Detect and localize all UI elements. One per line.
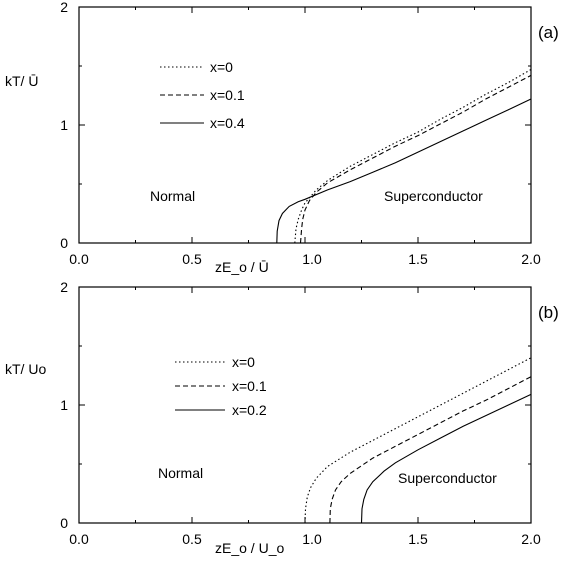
panel-a-y-axis-label: kT/ Ū [5,73,38,89]
panel-b: 0 1 2 0.0 0.5 1.0 1.5 2.0 (b) kT/ Uo zE_… [5,279,559,556]
panel-a-curves [276,69,532,244]
panel-a-legend-label: x=0.4 [210,115,245,131]
panel-b-legend-label: x=0 [232,354,255,370]
panel-a-plot-frame [78,6,532,244]
panel-b-x-tick-label: 0.5 [182,531,202,547]
panel-b-series-x0 [304,357,532,524]
panel-a-legend-label: x=0 [210,59,233,75]
panel-b-y-tick-label: 1 [60,397,68,413]
panel-b-plot-frame [78,286,532,524]
panel-a-y-tick-label: 0 [60,235,68,251]
panel-a-y-tick-label: 1 [60,117,68,133]
panel-a-x-tick-label: 0.0 [69,251,89,267]
panel-a: 0 1 2 0.0 0.5 1.0 1.5 2.0 (a) kT/ Ū zE_o… [5,0,559,275]
panel-b-legend-label: x=0.1 [232,378,267,394]
panel-a-x-tick-label: 1.0 [302,251,322,267]
panel-b-y-axis-label: kT/ Uo [5,361,46,377]
panel-b-normal-region-label: Normal [158,465,203,481]
panel-a-series-x0 [294,69,532,244]
panel-a-x-tick-label: 1.5 [408,251,428,267]
panel-a-x-tick-label: 0.5 [182,251,202,267]
panel-a-superconductor-region-label: Superconductor [384,188,483,204]
panel-a-label: (a) [538,23,559,42]
panel-a-legend-label: x=0.1 [210,87,245,103]
panel-a-x-axis-label: zE_o / Ū [215,259,269,275]
panel-a-normal-region-label: Normal [150,188,195,204]
panel-b-tick-marks [78,286,532,524]
panel-b-x-tick-label: 1.0 [302,531,322,547]
panel-b-legend-label: x=0.2 [232,402,267,418]
panel-a-series-x04 [276,98,532,244]
panel-a-tick-marks [78,6,532,244]
panel-b-x-tick-label: 2.0 [521,531,541,547]
panel-b-x-tick-label: 1.5 [408,531,428,547]
panel-a-series-x01 [299,74,532,244]
panel-b-x-axis-label: zE_o / U_o [215,540,284,556]
panel-b-series-x02 [360,393,532,524]
panel-b-superconductor-region-label: Superconductor [398,470,497,486]
panel-b-curves [304,357,532,524]
panel-b-y-tick-label: 2 [60,279,68,295]
panel-a-y-tick-label: 2 [60,0,68,15]
panel-a-x-tick-label: 2.0 [521,251,541,267]
panel-b-series-x01 [329,376,532,524]
panel-b-x-tick-label: 0.0 [69,531,89,547]
panel-b-y-tick-label: 0 [60,515,68,531]
panel-b-label: (b) [538,303,559,322]
